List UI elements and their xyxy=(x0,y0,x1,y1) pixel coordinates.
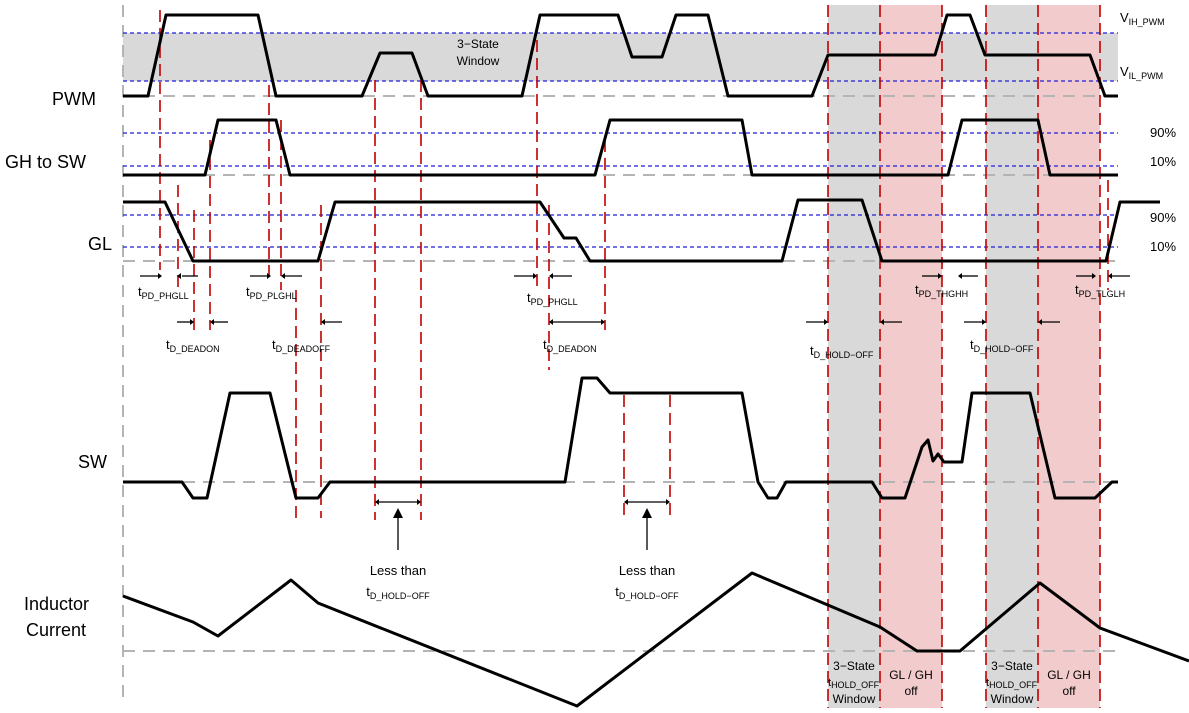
timing-label: tD_HOLD−OFF xyxy=(810,343,874,360)
arrow-head xyxy=(177,273,181,279)
shaded-regions xyxy=(123,5,1118,708)
less-than-line2: tD_HOLD−OFF xyxy=(366,584,430,601)
arrow-head xyxy=(1038,319,1042,325)
state2-line3: Window xyxy=(991,692,1034,706)
arrow-head xyxy=(982,319,986,325)
window-label-line2: Window xyxy=(457,54,500,68)
less-than-line1: Less than xyxy=(619,563,675,578)
bottom-band-labels: 3−State tHOLD_OFF Window GL / GH off 3−S… xyxy=(828,659,1091,706)
timing-label: tD_DEADON xyxy=(166,337,220,354)
less-than-line1: Less than xyxy=(370,563,426,578)
state1-line3: Window xyxy=(833,692,876,706)
arrow-head xyxy=(210,319,214,325)
gl-gh2-line1: GL / GH xyxy=(1047,668,1091,682)
state1-line2: tHOLD_OFF xyxy=(828,677,880,690)
gl-waveform xyxy=(123,198,1160,263)
tristate-window-band-2 xyxy=(986,5,1038,708)
arrow-head xyxy=(533,273,537,279)
timing-label: tD_DEADON xyxy=(543,337,597,354)
timing-label: tPD_TLGLH xyxy=(1075,282,1125,299)
gh-to-sw-label: GH to SW xyxy=(5,152,86,172)
arrow-head xyxy=(958,273,962,279)
gh-90-label: 90% xyxy=(1150,125,1176,140)
sw-label: SW xyxy=(78,452,107,472)
state2-line1: 3−State xyxy=(991,659,1033,673)
timing-arrows xyxy=(140,273,1130,550)
tristate-window-band-1 xyxy=(828,5,880,708)
state2-line2: tHOLD_OFF xyxy=(986,677,1038,690)
timing-label: tPD_PHGLL xyxy=(527,290,578,307)
inductor-label-line2: Current xyxy=(26,620,86,640)
arrow-head xyxy=(393,508,403,518)
pwm-label: PWM xyxy=(52,89,96,109)
less-than-line2: tD_HOLD−OFF xyxy=(615,584,679,601)
arrow-head xyxy=(880,319,884,325)
inductor-current-waveform xyxy=(122,571,1189,708)
timing-labels: tPD_PHGLL tPD_PLGHL tPD_PHGLL tPD_THGHH … xyxy=(138,282,1125,360)
pwm-waveform xyxy=(123,13,1118,98)
threshold-lines xyxy=(123,32,1118,248)
gh-to-sw-waveform xyxy=(123,118,1118,177)
event-markers xyxy=(159,5,1109,708)
timing-label: tD_DEADOFF xyxy=(272,337,331,354)
arrow-head xyxy=(938,273,942,279)
window-label-line1: 3−State xyxy=(457,37,499,51)
signal-labels: PWM GH to SW GL SW Inductor Current xyxy=(5,89,112,640)
arrow-head xyxy=(624,499,628,505)
timing-label: tPD_PLGHL xyxy=(246,284,297,301)
arrow-head xyxy=(601,319,605,325)
gl-gh1-line2: off xyxy=(904,684,918,698)
arrow-head xyxy=(1108,273,1112,279)
arrow-head xyxy=(321,319,325,325)
arrow-head xyxy=(642,508,652,518)
arrow-head xyxy=(375,499,379,505)
pwm-tristate-band xyxy=(123,33,1118,81)
arrow-head xyxy=(549,273,553,279)
arrow-head xyxy=(158,273,162,279)
timing-label: tPD_PHGLL xyxy=(138,284,189,301)
threshold-labels: VIH_PWM VIL_PWM 90% 10% 90% 10% xyxy=(1120,10,1176,254)
arrow-head xyxy=(281,273,285,279)
arrow-head xyxy=(549,319,553,325)
gl-gh-off-band-2 xyxy=(1038,5,1100,708)
gl-gh2-line2: off xyxy=(1062,684,1076,698)
gl-90-label: 90% xyxy=(1150,210,1176,225)
state1-line1: 3−State xyxy=(833,659,875,673)
vih-label: VIH_PWM xyxy=(1120,10,1165,27)
gl-gh1-line1: GL / GH xyxy=(889,668,933,682)
arrow-head xyxy=(666,499,670,505)
gl-10-label: 10% xyxy=(1150,239,1176,254)
arrow-head xyxy=(1092,273,1096,279)
arrow-head xyxy=(824,319,828,325)
sw-waveform xyxy=(123,376,1118,500)
less-than-labels: Less than tD_HOLD−OFF Less than tD_HOLD−… xyxy=(366,563,679,601)
arrow-head xyxy=(267,273,271,279)
timing-label: tD_HOLD−OFF xyxy=(970,337,1034,354)
gl-label: GL xyxy=(88,234,112,254)
gl-gh-off-band-1 xyxy=(880,5,942,708)
gh-10-label: 10% xyxy=(1150,154,1176,169)
inductor-label-line1: Inductor xyxy=(24,594,89,614)
arrow-head xyxy=(417,499,421,505)
timing-label: tPD_THGHH xyxy=(915,282,968,299)
vil-label: VIL_PWM xyxy=(1120,64,1163,81)
waveforms xyxy=(122,13,1189,708)
arrow-head xyxy=(190,319,194,325)
